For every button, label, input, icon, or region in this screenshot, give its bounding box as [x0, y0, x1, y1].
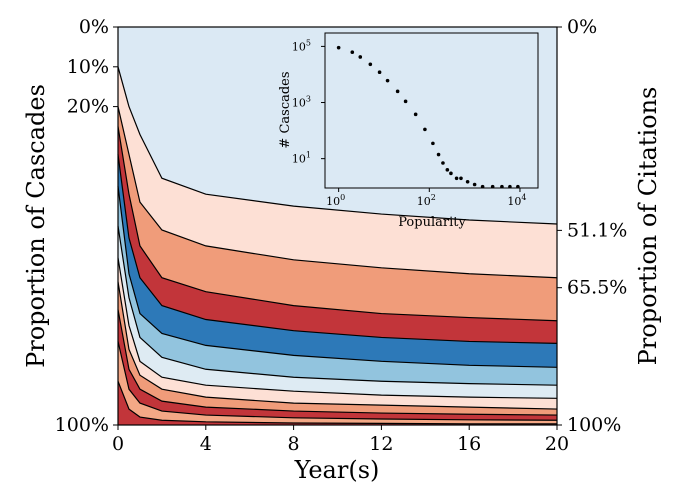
inset-point [480, 184, 485, 189]
inset-point [500, 184, 504, 189]
inset-point [423, 127, 427, 132]
x-tick-label: 16 [457, 433, 481, 455]
inset-points [336, 45, 520, 189]
inset-point [465, 179, 470, 184]
area-band [118, 106, 557, 321]
inset-point [445, 168, 450, 172]
plot-frame [117, 26, 558, 426]
inset-point [358, 55, 363, 59]
left-y-axis-ticks: 0% 10% 20% 100% [55, 16, 118, 436]
inset-point [350, 50, 355, 55]
left-y-tick-label: 20% [67, 96, 109, 118]
band-boundary-lines [117, 66, 558, 425]
right-y-axis-title: Proportion of Citations [634, 87, 662, 366]
band-boundary-line [117, 186, 558, 368]
left-y-tick-label: 0% [79, 16, 109, 38]
inset-frame [324, 32, 539, 189]
band-boundary-line [117, 309, 558, 416]
x-tick-label: 12 [369, 433, 393, 455]
x-tick-label: 8 [288, 433, 300, 455]
left-y-tick-label: 100% [55, 414, 109, 436]
inset-point [490, 184, 495, 189]
inset-point [441, 161, 445, 165]
left-y-tick-label: 10% [67, 56, 109, 78]
inset-point [516, 184, 520, 189]
inset-point [413, 112, 418, 117]
inset-point [403, 99, 408, 104]
inset-point [454, 176, 459, 181]
band-boundary-line [117, 341, 558, 421]
inset-y-axis-title: # Cascades [278, 71, 293, 148]
area-band [118, 154, 557, 368]
band-boundary-line [117, 381, 557, 425]
band-boundary-line [117, 257, 558, 399]
inset-point [508, 184, 512, 189]
inset-point [385, 78, 390, 83]
band-boundary-line [117, 281, 558, 410]
right-y-axis-ticks: 0% 51.1% 65.5% 100% [557, 16, 627, 436]
area-band [118, 309, 557, 421]
area-band [118, 341, 557, 424]
band-boundary-line [117, 126, 558, 322]
band-boundary-line [117, 106, 558, 279]
right-y-tick-label: 65.5% [567, 277, 627, 299]
inset-point [336, 45, 341, 50]
inset-point [459, 176, 463, 181]
inset-point [431, 141, 435, 146]
area-bands [118, 27, 557, 425]
left-y-axis-title: Proportion of Cascades [22, 84, 50, 368]
inset-point [368, 62, 373, 67]
right-y-tick-label: 100% [567, 414, 621, 436]
area-band [118, 126, 557, 344]
x-axis-title: Year(s) [294, 456, 380, 484]
x-tick-label: 20 [545, 433, 569, 455]
band-boundary-line [117, 66, 558, 225]
area-band [118, 66, 557, 278]
inset-point [395, 89, 400, 94]
band-boundary-line [117, 225, 558, 386]
x-tick-label: 4 [200, 433, 212, 455]
inset-point [449, 171, 453, 176]
right-y-tick-label: 51.1% [567, 219, 627, 241]
right-y-tick-label: 0% [567, 16, 597, 38]
inset-point [377, 70, 382, 75]
x-axis-ticks: 0 4 8 12 16 20 [112, 425, 569, 455]
x-tick-label: 0 [112, 433, 124, 455]
inset-point [436, 152, 441, 157]
inset-x-axis-title: Popularity [398, 215, 466, 230]
band-boundary-line [117, 154, 558, 345]
inset-point [472, 182, 477, 187]
area-band [118, 27, 557, 225]
